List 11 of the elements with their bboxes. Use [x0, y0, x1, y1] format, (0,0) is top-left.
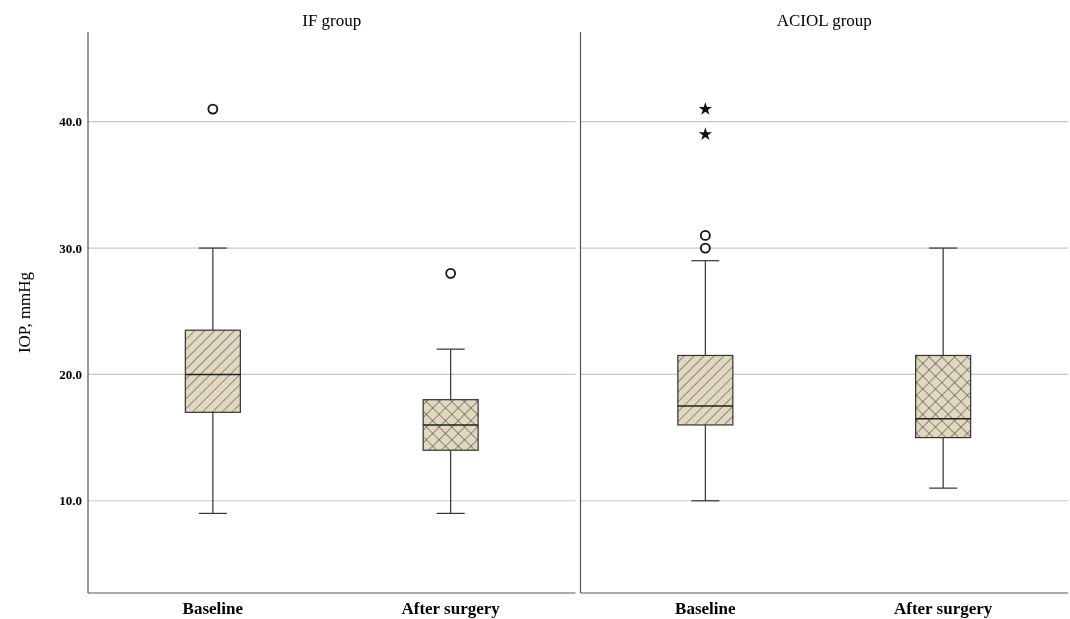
x-tick-label: Baseline [675, 599, 737, 618]
x-tick-label: Baseline [182, 599, 244, 618]
chart-title: IF group [302, 11, 362, 30]
y-tick-label: 40.0 [59, 114, 82, 130]
x-tick-label: After surgery [401, 599, 501, 618]
y-tick-label: 30.0 [59, 240, 82, 256]
y-axis-title: IOP, mmHg [15, 271, 34, 354]
y-tick-label: 20.0 [59, 366, 82, 382]
chart-title: ACIOL group [776, 11, 872, 30]
x-tick-label: After surgery [893, 599, 993, 618]
y-tick-label: 10.0 [59, 493, 82, 509]
